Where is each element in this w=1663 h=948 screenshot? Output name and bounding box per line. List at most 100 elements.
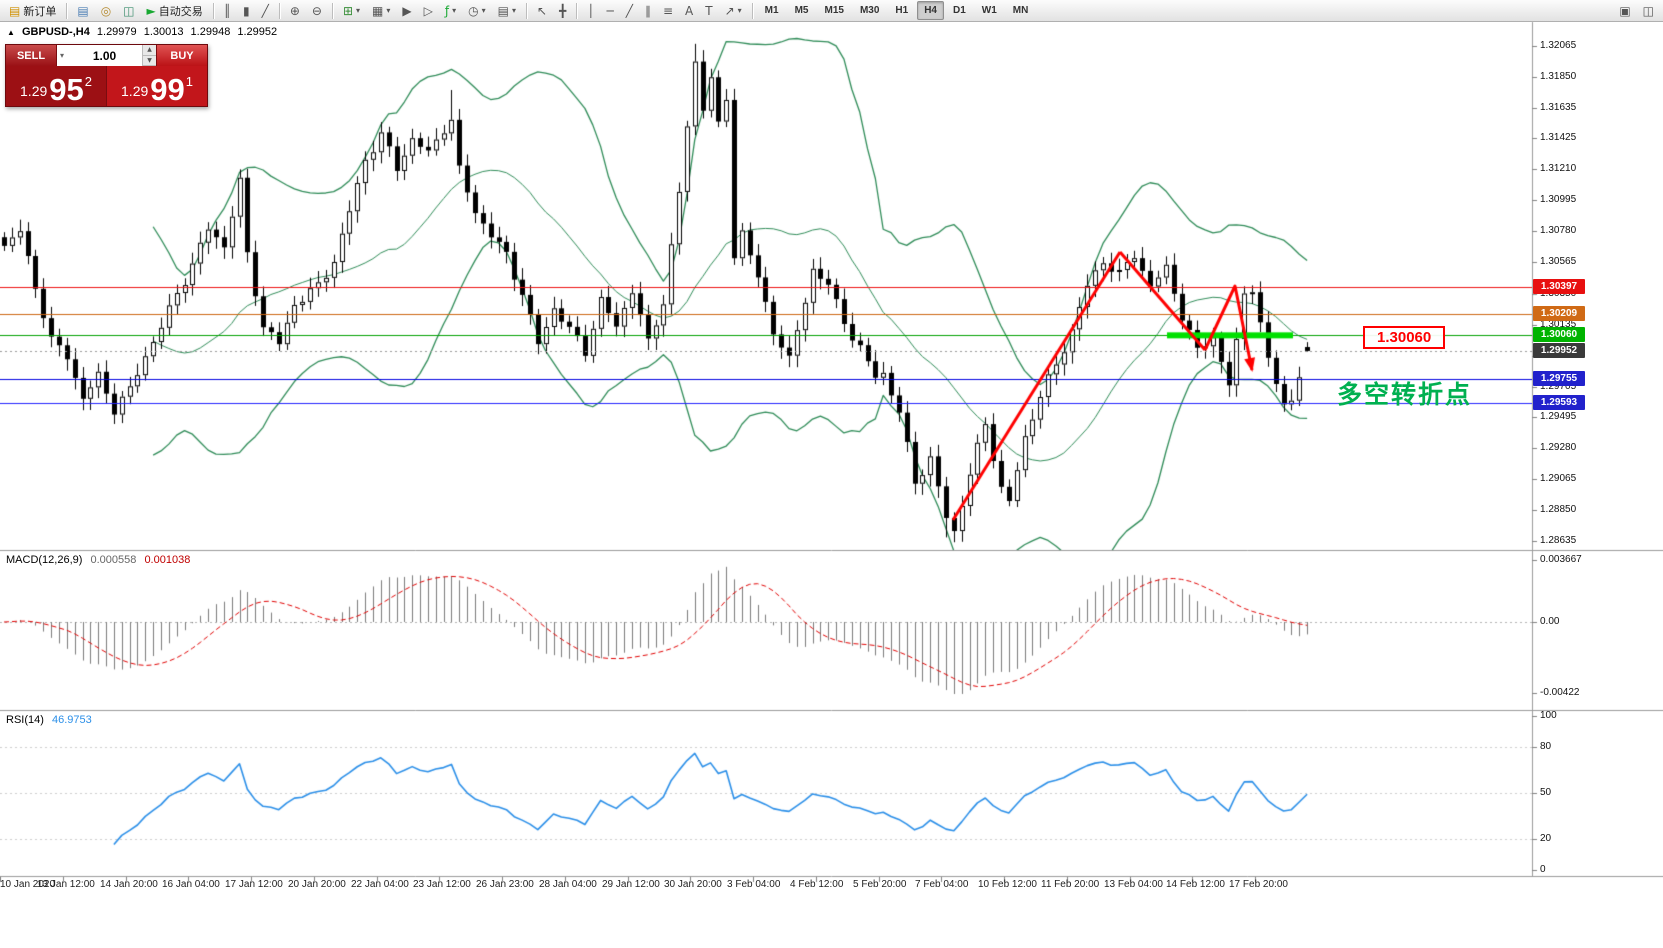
rsi-header: RSI(14) 46.9753 — [6, 714, 97, 726]
price-level-label[interactable]: 1.30060 — [1363, 326, 1446, 349]
timeframe-toolbar: M1 M5 M15 M30 H1 H4 D1 W1 MN — [757, 0, 1037, 22]
buy-button[interactable]: BUY — [156, 45, 207, 66]
sell-price-pip: 2 — [84, 74, 92, 89]
timeframe-w1-button[interactable]: W1 — [981, 5, 997, 16]
candles-chart-icon: ▮ — [242, 3, 250, 18]
profiles-button[interactable]: ▦ ▾ — [367, 1, 395, 21]
macd-header: MACD(12,26,9) 0.000558 0.001038 — [6, 554, 195, 566]
label-button[interactable]: T — [700, 1, 717, 21]
preview-button[interactable]: ◎ — [96, 1, 116, 21]
auto-trading-icon: ► — [146, 3, 156, 18]
bars-chart-button[interactable]: ║ — [219, 1, 236, 21]
preview-icon: ◎ — [100, 3, 112, 18]
fibonacci-icon: ≡ — [662, 3, 674, 18]
new-order-button[interactable]: ▤ 新订单 — [4, 1, 61, 21]
ohlc-low: 1.29948 — [190, 26, 231, 38]
chart-shift-button[interactable]: ▷ — [419, 1, 438, 21]
chart-symbol-title: GBPUSD-,H4 — [21, 26, 90, 38]
timeframe-m1-button[interactable]: M1 — [764, 5, 779, 16]
auto-scroll-icon: ▶ — [402, 3, 412, 18]
timeframe-mn-button[interactable]: MN — [1012, 5, 1029, 16]
line-chart-icon: ╱ — [261, 3, 269, 18]
rsi-value: 46.9753 — [51, 714, 92, 726]
dropdown-caret-icon: ▾ — [356, 6, 361, 15]
ohlc-open: 1.29979 — [96, 26, 137, 38]
dropdown-caret-icon: ▾ — [452, 6, 457, 15]
trendline-button[interactable]: ╱ — [621, 1, 638, 21]
indicators-button[interactable]: ƒ ▾ — [440, 1, 461, 21]
volume-down-button[interactable]: ▼ — [143, 55, 156, 66]
printer-button[interactable]: ▤ — [72, 1, 93, 21]
data-window-button[interactable]: ◫ — [118, 1, 139, 21]
bars-chart-icon: ║ — [223, 3, 231, 18]
candles-chart-button[interactable]: ▮ — [238, 1, 255, 21]
dropdown-caret-icon: ▾ — [737, 6, 742, 15]
arrows-icon: ↗ — [724, 3, 735, 18]
zoom-in-icon: ⊕ — [289, 3, 300, 18]
auto-scroll-button[interactable]: ▶ — [397, 1, 416, 21]
new-chart-icon: ⊞ — [342, 3, 354, 18]
periods-button[interactable]: ◷ ▾ — [463, 1, 491, 21]
sell-button[interactable]: SELL — [6, 45, 57, 66]
arrange-windows-button[interactable]: ◫ — [1638, 1, 1659, 21]
timeframe-d1-button[interactable]: D1 — [952, 5, 966, 16]
toolbar-right-group: ▣ ◫ — [1613, 0, 1660, 22]
main-toolbar: ▤ 新订单 ▤ ◎ ◫ ► 自动交易 ║ ▮ ╱ ⊕ ⊖ ⊞ ▾ ▦ ▾ ▶ ▷ ƒ ▾ ◷ ▾ ▤ ▾ ↖ ╋ │ ─ ╱ ∥ ≡ A T ↗ ▾… — [0, 0, 1663, 22]
sell-price-display[interactable]: 1.29 95 2 — [6, 66, 107, 106]
buy-price-display[interactable]: 1.29 99 1 — [107, 66, 207, 106]
text-icon: A — [685, 3, 694, 18]
volume-up-button[interactable]: ▲ — [143, 45, 156, 56]
toolbar-separator — [751, 2, 753, 19]
vertical-line-icon: │ — [587, 3, 595, 18]
macd-value-main: 0.000558 — [90, 554, 137, 566]
buy-price-prefix: 1.29 — [121, 83, 149, 99]
periods-icon: ◷ — [468, 3, 479, 18]
data-window-icon: ◫ — [123, 3, 135, 18]
fibonacci-button[interactable]: ≡ — [658, 1, 678, 21]
crosshair-button[interactable]: ╋ — [554, 1, 571, 21]
toolbar-separator — [525, 2, 527, 19]
rsi-label: RSI(14) — [6, 714, 44, 726]
buy-price-pip: 1 — [185, 74, 193, 89]
horizontal-line-button[interactable]: ─ — [602, 1, 619, 21]
toolbar-separator — [66, 2, 68, 19]
timeframe-h4-button[interactable]: H4 — [917, 1, 944, 20]
one-click-trading-panel: SELL ▾ 1.00 ▲ ▼ BUY 1.29 95 2 1.29 99 1 — [5, 44, 208, 107]
printer-icon: ▤ — [77, 3, 89, 18]
timeframe-m15-button[interactable]: M15 — [824, 5, 844, 16]
indicators-icon: ƒ — [444, 3, 450, 18]
arrows-button[interactable]: ↗ ▾ — [720, 1, 747, 21]
timeframe-m5-button[interactable]: M5 — [794, 5, 809, 16]
timeframe-m30-button[interactable]: M30 — [859, 5, 880, 16]
dropdown-caret-icon: ▾ — [386, 6, 391, 15]
channel-button[interactable]: ∥ — [640, 1, 656, 21]
macd-label: MACD(12,26,9) — [6, 554, 83, 566]
text-button[interactable]: A — [680, 1, 698, 21]
new-order-button-label: 新订单 — [23, 5, 57, 18]
ohlc-close: 1.29952 — [237, 26, 278, 38]
toolbar-separator — [331, 2, 333, 19]
volume-spinner: ▲ ▼ — [142, 45, 156, 66]
buy-price-big: 99 — [150, 71, 185, 107]
tile-windows-button[interactable]: ▣ — [1614, 1, 1635, 21]
zoom-in-button[interactable]: ⊕ — [285, 1, 305, 21]
channel-icon: ∥ — [644, 3, 651, 18]
timeframe-h1-button[interactable]: H1 — [895, 5, 909, 16]
cursor-button[interactable]: ↖ — [532, 1, 552, 21]
templates-button[interactable]: ▤ ▾ — [493, 1, 521, 21]
dropdown-caret-icon: ▾ — [511, 6, 516, 15]
toolbar-buttons-group: ▤ 新订单 ▤ ◎ ◫ ► 自动交易 ║ ▮ ╱ ⊕ ⊖ ⊞ ▾ ▦ ▾ ▶ ▷ ƒ ▾ ◷ ▾ ▤ ▾ ↖ ╋ │ ─ ╱ ∥ ≡ A T ↗ ▾ — [3, 0, 757, 22]
auto-trading-button-label: 自动交易 — [158, 5, 203, 18]
sell-price-big: 95 — [49, 71, 84, 107]
new-chart-button[interactable]: ⊞ ▾ — [338, 1, 365, 21]
line-chart-button[interactable]: ╱ — [257, 1, 274, 21]
vertical-line-button[interactable]: │ — [582, 1, 599, 21]
ohlc-high: 1.30013 — [143, 26, 184, 38]
zoom-out-button[interactable]: ⊖ — [307, 1, 327, 21]
horizontal-line-icon: ─ — [606, 3, 614, 18]
volume-input[interactable]: 1.00 — [92, 48, 117, 63]
volume-dropdown-icon[interactable]: ▾ — [60, 51, 65, 60]
auto-trading-button[interactable]: ► 自动交易 — [142, 1, 208, 21]
